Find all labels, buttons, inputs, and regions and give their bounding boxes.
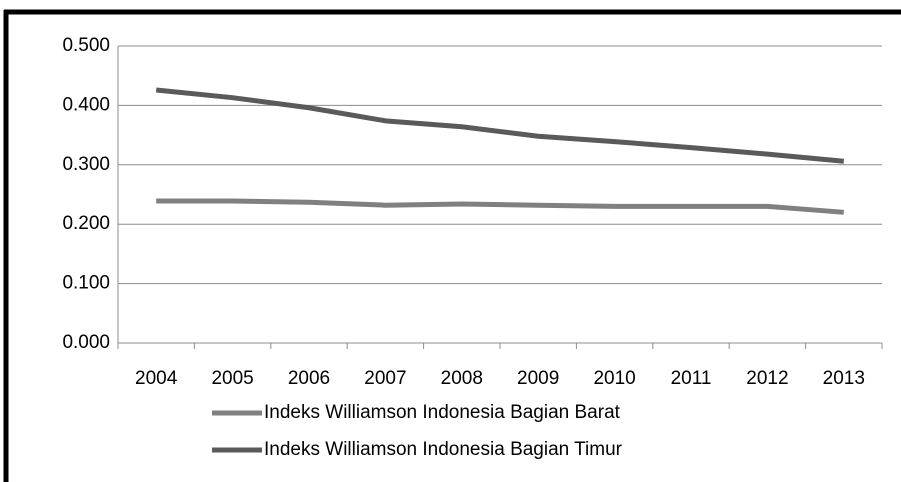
legend-label: Indeks Williamson Indonesia Bagian Barat: [264, 402, 621, 423]
x-tick-label: 2006: [288, 368, 330, 389]
y-tick-label: 0.300: [62, 154, 110, 175]
x-tick-label: 2010: [593, 368, 635, 389]
x-tick-label: 2011: [671, 368, 712, 389]
y-tick-label: 0.400: [62, 94, 110, 115]
series-line: [156, 198, 844, 215]
series-line: [155, 87, 845, 164]
x-tick-label: 2008: [441, 368, 483, 389]
y-tick-label: 0.000: [62, 332, 110, 353]
x-tick-label: 2004: [135, 368, 178, 389]
x-tick-label: 2005: [211, 368, 253, 389]
y-tick-label: 0.200: [62, 213, 110, 234]
y-tick-label: 0.100: [62, 273, 110, 294]
x-tick-label: 2009: [517, 368, 559, 389]
y-tick-label: 0.500: [62, 35, 110, 56]
x-tick-label: 2013: [823, 368, 865, 389]
x-tick-label: 2007: [364, 368, 406, 389]
legend-label: Indeks Williamson Indonesia Bagian Timur: [264, 439, 623, 460]
x-tick-label: 2012: [746, 368, 788, 389]
